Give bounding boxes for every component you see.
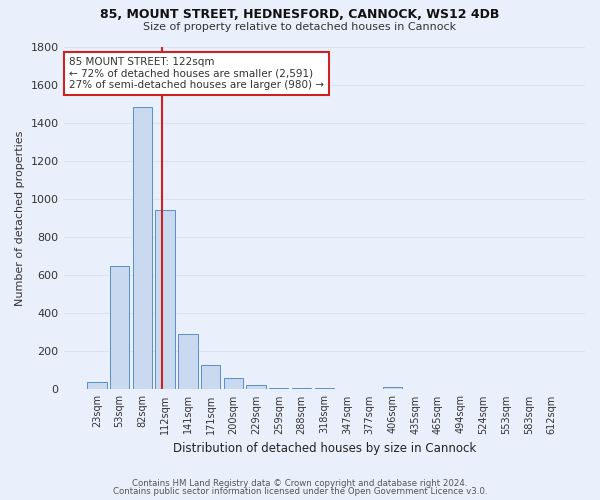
Y-axis label: Number of detached properties: Number of detached properties xyxy=(15,130,25,306)
Bar xyxy=(224,378,243,390)
Bar xyxy=(314,388,334,390)
Bar xyxy=(110,266,130,390)
Bar xyxy=(360,389,379,390)
Bar xyxy=(201,364,220,390)
X-axis label: Distribution of detached houses by size in Cannock: Distribution of detached houses by size … xyxy=(173,442,476,455)
Bar xyxy=(292,388,311,390)
Text: Contains HM Land Registry data © Crown copyright and database right 2024.: Contains HM Land Registry data © Crown c… xyxy=(132,478,468,488)
Bar xyxy=(155,210,175,390)
Bar xyxy=(247,385,266,390)
Text: 85, MOUNT STREET, HEDNESFORD, CANNOCK, WS12 4DB: 85, MOUNT STREET, HEDNESFORD, CANNOCK, W… xyxy=(100,8,500,20)
Bar xyxy=(383,387,402,390)
Bar xyxy=(269,388,289,390)
Bar xyxy=(178,334,197,390)
Text: 85 MOUNT STREET: 122sqm
← 72% of detached houses are smaller (2,591)
27% of semi: 85 MOUNT STREET: 122sqm ← 72% of detache… xyxy=(69,57,324,90)
Text: Contains public sector information licensed under the Open Government Licence v3: Contains public sector information licen… xyxy=(113,487,487,496)
Bar xyxy=(133,108,152,390)
Text: Size of property relative to detached houses in Cannock: Size of property relative to detached ho… xyxy=(143,22,457,32)
Bar xyxy=(87,382,107,390)
Bar xyxy=(337,388,356,390)
